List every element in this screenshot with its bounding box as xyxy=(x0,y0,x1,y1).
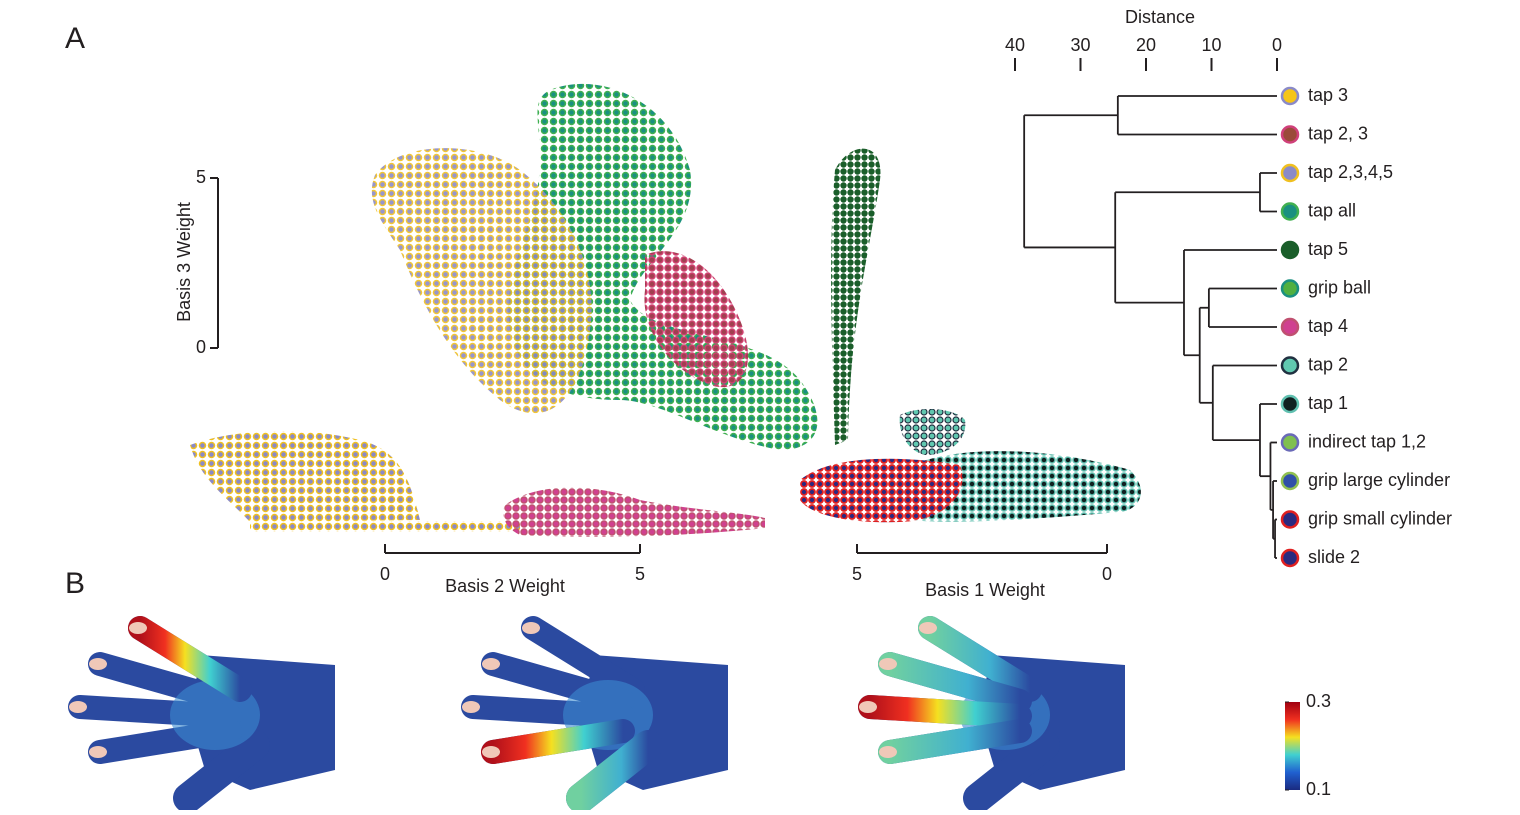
leaf-label: indirect tap 1,2 xyxy=(1308,431,1426,451)
axis-title: Basis 3 Weight xyxy=(174,202,194,322)
leaf-marker xyxy=(1282,396,1298,412)
leaf-marker xyxy=(1282,512,1298,528)
axis-title: Basis 1 Weight xyxy=(925,580,1045,600)
panel-label: B xyxy=(65,567,85,600)
tick-label: 5 xyxy=(852,564,862,584)
axis-title: Basis 2 Weight xyxy=(445,576,565,596)
leaf-label: tap 2 xyxy=(1308,354,1348,374)
leaf-marker xyxy=(1282,242,1298,258)
tick-label: 5 xyxy=(635,564,645,584)
hands xyxy=(69,622,1125,798)
leaf-label: grip ball xyxy=(1308,277,1371,297)
colorbar xyxy=(1285,702,1300,790)
leaf-marker xyxy=(1282,281,1298,297)
leaf-marker xyxy=(1282,127,1298,143)
figure: A B xyxy=(0,0,1520,810)
leaf-marker xyxy=(1282,204,1298,220)
leaf-label: grip large cylinder xyxy=(1308,470,1450,490)
leaf-label: tap 4 xyxy=(1308,316,1348,336)
cluster xyxy=(190,431,420,522)
tick-label: 20 xyxy=(1136,35,1156,55)
cluster xyxy=(800,459,963,523)
leaf-marker xyxy=(1282,165,1298,181)
leaf-label: tap 2, 3 xyxy=(1308,123,1368,143)
panel-label: A xyxy=(65,22,85,55)
cluster xyxy=(900,409,966,455)
leaf-label: slide 2 xyxy=(1308,547,1360,567)
tick-label: 40 xyxy=(1005,35,1025,55)
cluster xyxy=(503,488,765,538)
tick-label: 30 xyxy=(1070,35,1090,55)
leaf-marker xyxy=(1282,319,1298,335)
tick-label: 10 xyxy=(1201,35,1221,55)
cluster xyxy=(250,521,520,532)
tick-label: 5 xyxy=(196,167,206,187)
tick-label: 0 xyxy=(196,337,206,357)
cluster xyxy=(831,149,880,445)
tick-label: 0.1 xyxy=(1306,779,1331,799)
page: A B xyxy=(0,0,1520,815)
leaf-label: tap 5 xyxy=(1308,239,1348,259)
tick-label: 0.3 xyxy=(1306,691,1331,711)
leaf-marker xyxy=(1282,473,1298,489)
hand xyxy=(859,622,1125,798)
leaf-label: tap 3 xyxy=(1308,85,1348,105)
tick-label: 0 xyxy=(1102,564,1112,584)
scatter-clusters xyxy=(190,84,1141,537)
axis-title: Distance xyxy=(1125,7,1195,27)
leaf-label: tap 2,3,4,5 xyxy=(1308,162,1393,182)
leaf-label: grip small cylinder xyxy=(1308,508,1452,528)
leaf-label: tap 1 xyxy=(1308,393,1348,413)
hand xyxy=(69,622,335,798)
leaf-marker xyxy=(1282,88,1298,104)
leaf-marker xyxy=(1282,358,1298,374)
hand xyxy=(462,622,728,798)
tick-label: 0 xyxy=(380,564,390,584)
leaf-label: tap all xyxy=(1308,200,1356,220)
tick-label: 0 xyxy=(1272,35,1282,55)
leaf-marker xyxy=(1282,435,1298,451)
leaf-marker xyxy=(1282,550,1298,566)
